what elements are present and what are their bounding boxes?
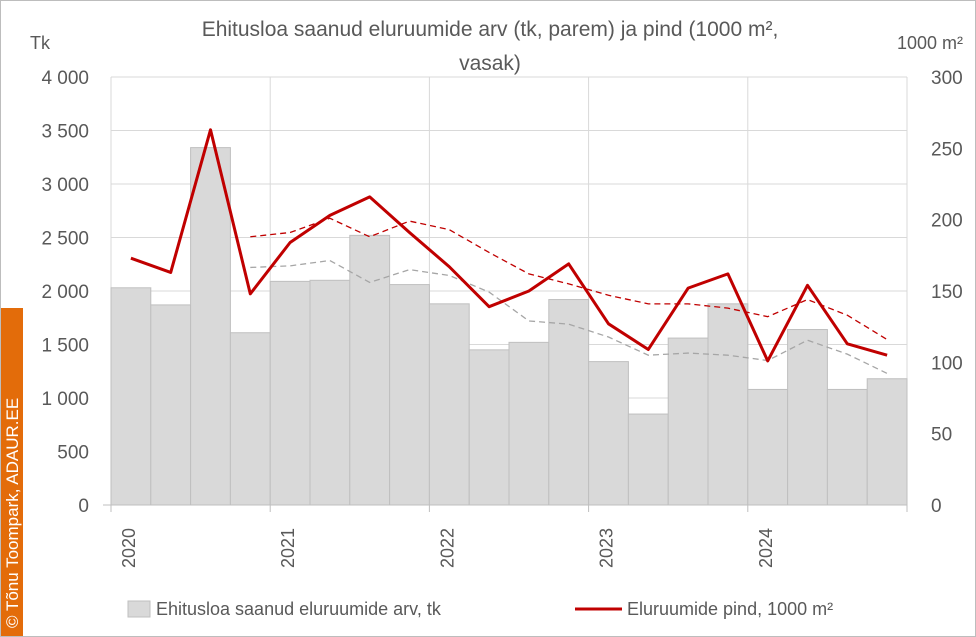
bar	[787, 329, 828, 506]
bar	[707, 303, 749, 506]
bar	[866, 378, 908, 506]
y-right-tick-label: 50	[931, 425, 952, 446]
bar	[229, 332, 271, 506]
y-right-tick-label: 0	[931, 496, 942, 517]
y-axis-right-label: 1000 m²	[897, 33, 963, 53]
bar	[468, 349, 510, 506]
chart-title-line1: Ehitusloa saanud eluruumide arv (tk, par…	[202, 18, 779, 41]
y-left-tick-label: 3 500	[41, 122, 89, 143]
bar	[349, 234, 391, 506]
bar	[269, 280, 311, 506]
watermark-text: © Tõnu Toompark, ADAUR.EE	[3, 398, 22, 628]
legend: Ehitusloa saanud eluruumide arv, tk Elur…	[127, 599, 833, 619]
chart-title-line2: vasak)	[459, 52, 521, 75]
bars-series	[110, 147, 908, 506]
line-area	[130, 128, 888, 363]
bar	[826, 388, 868, 506]
y-right-tick-label: 300	[931, 68, 963, 89]
bar	[548, 299, 590, 506]
bar	[150, 304, 192, 506]
y-right-tick-label: 250	[931, 139, 963, 160]
x-tick-label: 2020	[119, 528, 139, 568]
y-right-tick-label: 100	[931, 353, 963, 374]
y-left-tick-label: 3 000	[41, 175, 89, 196]
bar	[747, 388, 789, 506]
y-left-tick-label: 500	[57, 443, 89, 464]
y-right-tick-label: 150	[931, 282, 963, 303]
legend-bar-label: Ehitusloa saanud eluruumide arv, tk	[156, 599, 442, 619]
bar	[627, 413, 669, 506]
x-tick-label: 2023	[597, 528, 617, 568]
bar	[389, 284, 430, 506]
bar	[190, 147, 231, 506]
x-tick-label: 2022	[437, 528, 457, 568]
y-left-tick-label: 1 500	[41, 336, 89, 357]
bar	[428, 303, 470, 506]
y-left-tick-label: 2 500	[41, 229, 89, 250]
y-left-tick-label: 4 000	[41, 68, 89, 89]
bar	[110, 287, 152, 506]
x-tick-label: 2024	[756, 528, 776, 568]
legend-line-label: Eluruumide pind, 1000 m²	[627, 599, 833, 619]
axes: 2020 2021 2022 2023 2024 4 000 3 500 3 000 2 500…	[41, 68, 962, 568]
trend-line-area	[250, 217, 888, 341]
y-axis-left-label: Tk	[30, 33, 51, 53]
y-left-tick-label: 2 000	[41, 282, 89, 303]
trend-line-count	[250, 259, 888, 374]
bar	[309, 279, 351, 506]
trend-lines	[250, 217, 888, 374]
legend-bar-swatch	[127, 600, 151, 618]
bar	[667, 337, 709, 506]
y-right-tick-label: 200	[931, 211, 963, 232]
line-series	[130, 128, 888, 363]
bar	[508, 341, 550, 506]
watermark-background	[1, 308, 23, 636]
y-left-tick-label: 0	[78, 496, 89, 517]
copyright-watermark: © Tõnu Toompark, ADAUR.EE	[1, 308, 23, 636]
y-left-tick-label: 1 000	[41, 389, 89, 410]
bar	[588, 361, 629, 506]
x-tick-label: 2021	[278, 528, 298, 568]
